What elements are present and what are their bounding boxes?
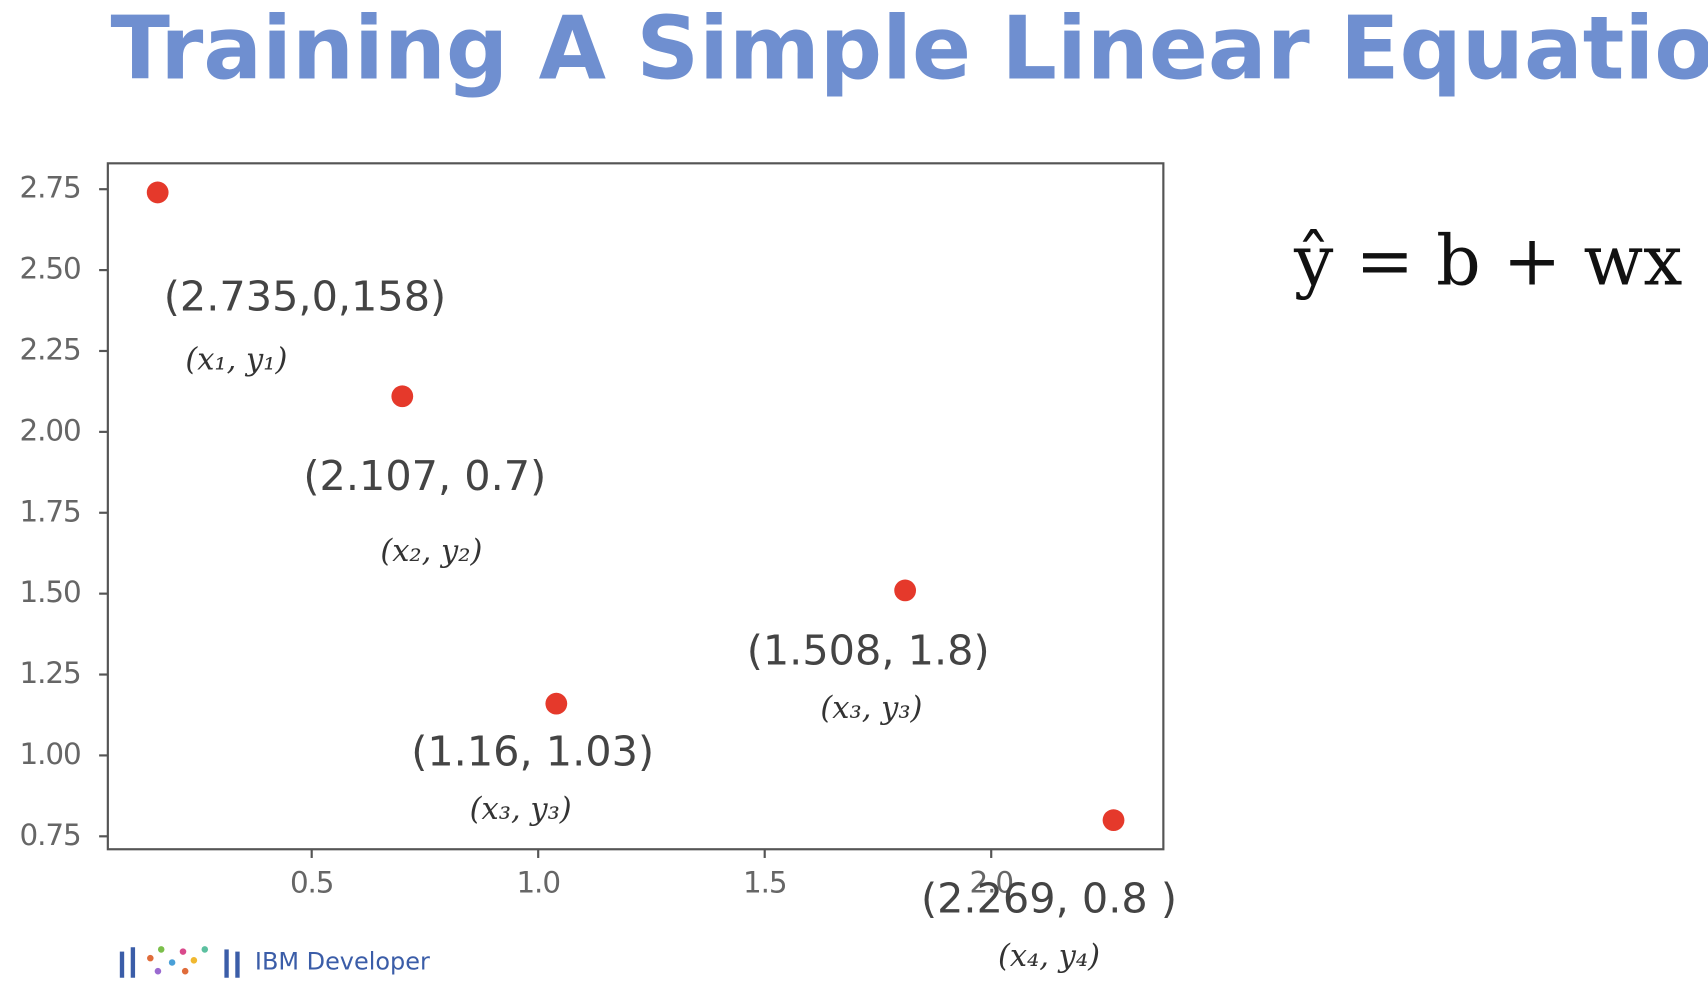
x-tick-label: 2.0 [969, 866, 1012, 900]
y-tick-label: 2.50 [19, 252, 80, 286]
point-symbol: (x₃, y₃) [470, 792, 572, 827]
point-symbol: (x₃, y₃) [820, 691, 922, 726]
x-tick-label: 1.0 [516, 866, 559, 900]
y-tick-label: 1.50 [19, 575, 80, 609]
point-symbol: (x₁, y₁) [185, 342, 287, 377]
y-tick-label: 1.00 [19, 737, 80, 771]
y-tick-label: 0.75 [19, 818, 80, 852]
slide-title: Training A Simple Linear Equation [110, 0, 1708, 99]
equation: ŷ = b + wx [1293, 221, 1682, 302]
x-tick-label: 0.5 [290, 866, 333, 900]
x-tick-label: 1.5 [743, 866, 786, 900]
point-annotation: (2.735,0,158) [164, 272, 446, 320]
point [545, 692, 568, 715]
point-annotation: (2.269, 0.8 ) [921, 875, 1177, 923]
point [1102, 809, 1125, 832]
y-tick-label: 1.75 [19, 494, 80, 528]
point [391, 385, 414, 408]
y-tick-label: 1.25 [19, 656, 80, 690]
footer-brand: IBM Developer [255, 947, 430, 975]
point-symbol: (x₂, y₂) [380, 534, 482, 569]
point [894, 579, 917, 602]
point-annotation: (1.16, 1.03) [411, 728, 654, 776]
logo [119, 946, 240, 978]
y-tick-label: 2.00 [19, 413, 80, 447]
plot-frame [106, 162, 1165, 851]
point-annotation: (2.107, 0.7) [303, 452, 546, 500]
y-tick-label: 2.75 [19, 171, 80, 205]
point [146, 181, 169, 204]
point-annotation: (1.508, 1.8) [747, 626, 990, 674]
point-symbol: (x₄, y₄) [998, 939, 1100, 974]
y-tick-label: 2.25 [19, 332, 80, 366]
